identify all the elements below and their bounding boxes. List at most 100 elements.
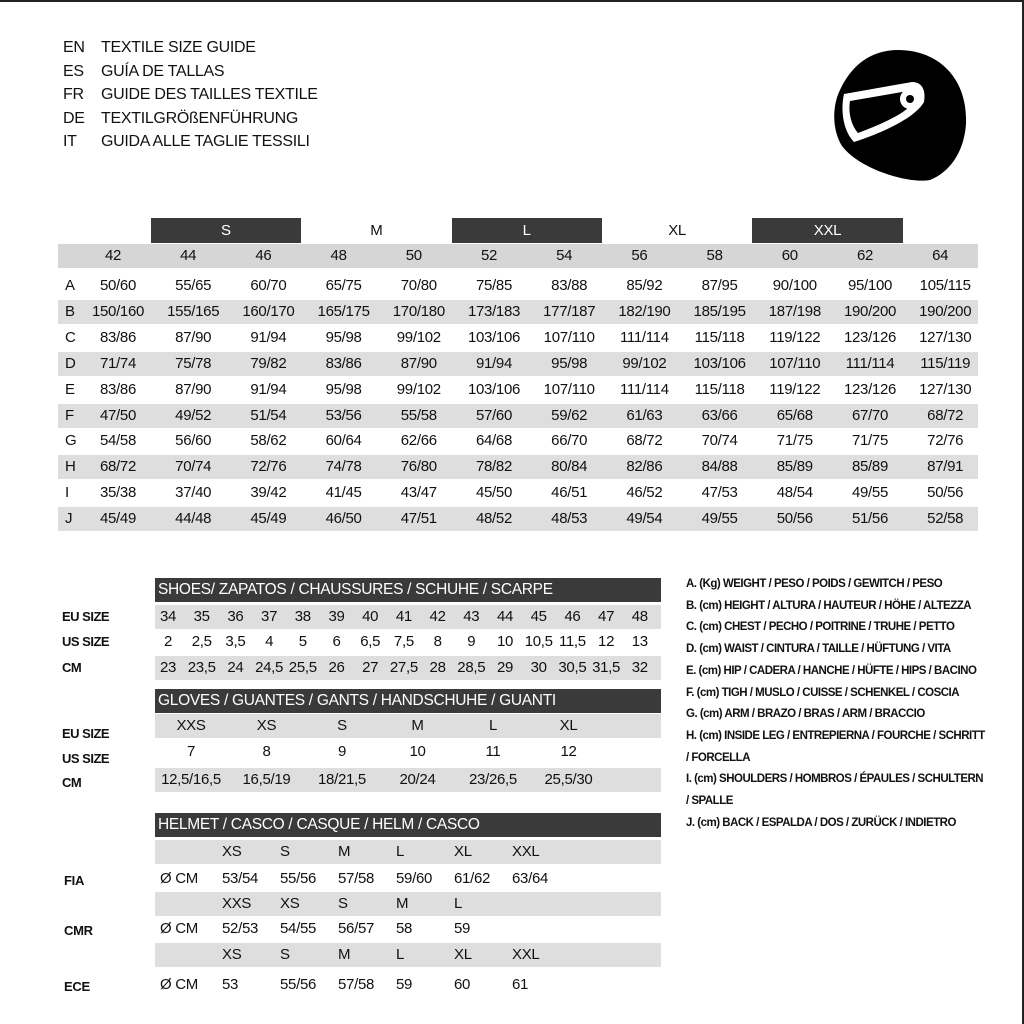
cell: 29: [496, 659, 514, 676]
cell: 46/52: [626, 484, 663, 502]
cell: 9: [337, 743, 347, 760]
row-label: D: [65, 354, 76, 372]
cell: L: [488, 717, 498, 734]
size: XL: [454, 946, 472, 963]
row-label: G: [65, 432, 77, 450]
cell: 70/80: [400, 277, 437, 294]
cell: 63/64: [512, 870, 549, 887]
cell: 49/55: [701, 510, 738, 528]
cell: 45/49: [99, 510, 137, 528]
cell: 13: [631, 633, 648, 650]
cell: 20/24: [399, 771, 436, 788]
cell: 56/60: [175, 432, 212, 450]
cell: 87/95: [701, 277, 738, 294]
cell: 177/187: [543, 302, 596, 320]
row-band: [155, 943, 661, 967]
row-band: [155, 892, 661, 916]
legend-item: E. (cm) HIP / CADERA / HANCHE / HÜFTE / …: [686, 664, 977, 677]
cell: 59: [454, 920, 471, 937]
cell: 91/94: [250, 380, 287, 398]
cell: 65/75: [325, 277, 362, 294]
cell: 25,5: [288, 659, 317, 676]
cell: 47/51: [400, 510, 437, 528]
size: XS: [280, 895, 300, 912]
cell: 111/114: [619, 328, 669, 346]
cell: 190/200: [843, 302, 897, 320]
row-label: A: [65, 277, 75, 294]
cell: 23,5: [187, 659, 216, 676]
cell: 83/86: [99, 380, 137, 398]
cell: 32: [631, 659, 648, 676]
row-label: US SIZE: [62, 634, 110, 649]
cell: 67/70: [851, 406, 889, 424]
row-band: [58, 351, 978, 376]
cell: 6: [332, 633, 341, 650]
section-bar: [155, 813, 661, 837]
cell: 115/118: [694, 380, 745, 398]
cell: 50/56: [927, 484, 964, 502]
cell: 185/195: [693, 302, 746, 320]
cell: 75/78: [175, 354, 212, 372]
cell: 7: [186, 743, 196, 760]
cell: 8: [262, 743, 271, 760]
cell: 2: [163, 633, 173, 650]
cell: 53/56: [325, 406, 362, 424]
cell: 82/86: [626, 458, 663, 476]
cell: 155/165: [167, 302, 220, 320]
row-label: CMR: [64, 923, 93, 938]
cell: 52/58: [927, 510, 964, 528]
cell: 47: [598, 608, 615, 625]
cell: 3,5: [225, 633, 246, 650]
cell: 127/130: [919, 328, 972, 346]
legend-item: H. (cm) INSIDE LEG / ENTREPIERNA / FOURC…: [686, 729, 985, 764]
cell: 23/26,5: [469, 771, 517, 788]
cell: 6,5: [360, 633, 381, 650]
cell: 31,5: [592, 659, 621, 676]
cell: 5: [298, 633, 307, 650]
cell: 10: [496, 633, 514, 650]
row-band: [155, 714, 661, 738]
header-band: [58, 244, 978, 268]
cell: 59/60: [396, 870, 433, 887]
cell: 55/56: [280, 976, 317, 993]
row-label: B: [65, 302, 75, 320]
cell: 48: [631, 608, 648, 625]
cell: 18/21,5: [318, 771, 366, 788]
size: L: [396, 946, 405, 963]
cell: 95/98: [551, 354, 588, 372]
cell: 36: [227, 608, 244, 625]
cell: 48/54: [776, 484, 813, 502]
language-code: FR: [63, 86, 84, 103]
cell: 44: [496, 608, 514, 625]
legend-item: F. (cm) TIGH / MUSLO / CUISSE / SCHENKEL…: [686, 686, 960, 699]
size-group: XL: [668, 222, 686, 239]
cell: 8: [433, 633, 442, 650]
cell: 105/115: [919, 277, 971, 294]
cell: 127/130: [919, 380, 972, 398]
cell: 75/85: [475, 277, 513, 294]
cell: 9: [467, 633, 476, 650]
cell: S: [337, 717, 347, 734]
cell: 7,5: [393, 633, 414, 650]
cell: 30: [530, 659, 547, 676]
legend-item: A. (Kg) WEIGHT / PESO / POIDS / GEWITCH …: [686, 578, 943, 590]
cell: 119/122: [769, 328, 821, 346]
cell: 10: [409, 743, 426, 760]
size: S: [280, 946, 290, 963]
cell: 2,5: [191, 633, 212, 650]
row-band: [155, 768, 661, 792]
cell: 150/160: [91, 302, 145, 320]
language-code: DE: [63, 109, 85, 127]
cell: 57/58: [338, 870, 375, 887]
cell: 103/106: [467, 380, 521, 398]
cell: 74/78: [325, 458, 362, 476]
row-label: EU SIZE: [62, 726, 110, 741]
cell: 35: [193, 608, 210, 625]
cell: 83/88: [551, 277, 588, 294]
cell: 87/90: [175, 380, 212, 398]
legend-item: B. (cm) HEIGHT / ALTURA / HAUTEUR / HÖHE…: [686, 599, 972, 612]
size: XXS: [222, 895, 252, 912]
section-title: HELMET / CASCO / CASQUE / HELM / CASCO: [158, 816, 480, 833]
cell: 63/66: [701, 406, 738, 424]
